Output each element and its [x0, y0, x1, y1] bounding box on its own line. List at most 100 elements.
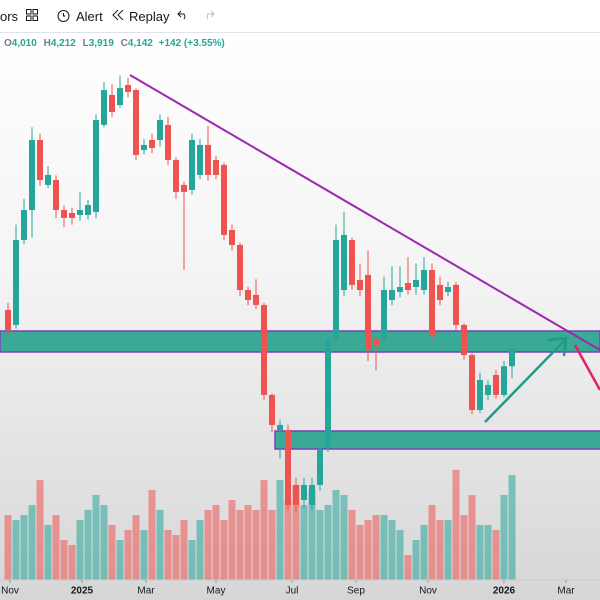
candle-body [461, 324, 467, 355]
volume-bar [60, 540, 68, 580]
volume-bar [284, 500, 292, 580]
candle-body [125, 84, 131, 92]
replay-icon[interactable] [112, 10, 124, 20]
volume-bar [372, 515, 380, 580]
candle-body [437, 284, 443, 300]
volume-bar [132, 515, 140, 580]
candle-body [509, 349, 515, 367]
ohlc-key: C [120, 38, 128, 49]
candle-body [213, 160, 219, 175]
x-tick-label: Nov [1, 586, 19, 597]
candle-body [429, 270, 435, 335]
candle-body [189, 140, 195, 190]
volume-bar [476, 525, 484, 580]
candle-body [165, 124, 171, 160]
volume-bar [452, 470, 460, 580]
ohlc-value: 3,919 [88, 38, 114, 49]
ohlc-key: O [4, 38, 12, 49]
volume-bar [436, 520, 444, 580]
volume-bar [116, 540, 124, 580]
volume-bar [196, 520, 204, 580]
candle-body [61, 210, 67, 218]
volume-bar [244, 505, 252, 580]
candle-body [357, 280, 363, 290]
volume-bar [444, 520, 452, 580]
volume-bar [356, 525, 364, 580]
candle-body [53, 180, 59, 210]
toolbar-item[interactable]: ors [0, 9, 19, 24]
candle-body [221, 164, 227, 235]
x-tick-label: May [207, 586, 226, 597]
candle-body [277, 424, 283, 430]
volume-bar [108, 525, 116, 580]
volume-bar [468, 495, 476, 580]
candle-body [93, 120, 99, 212]
ohlc-key: H [43, 38, 51, 49]
ohlc-legend: O4,010 H4,212 L3,919 C4,142 +142 (+3.55%… [4, 38, 225, 49]
volume-bar [204, 510, 212, 580]
redo-icon[interactable] [203, 10, 215, 20]
x-tick-label: Nov [419, 586, 437, 597]
ohlc-value: 4,010 [11, 38, 37, 49]
candle-body [205, 144, 211, 175]
arrow-head [547, 336, 568, 357]
candle-body [109, 94, 115, 112]
volume-bar [460, 515, 468, 580]
volume-bar [260, 480, 268, 580]
candle-body [149, 140, 155, 149]
toolbar-item[interactable]: Replay [129, 9, 170, 24]
volume-bar [308, 490, 316, 580]
volume-bar [428, 505, 436, 580]
volume-bar [508, 475, 516, 580]
candle-body [37, 140, 43, 180]
x-tick-label: Sep [347, 586, 365, 597]
volume-bar [52, 515, 60, 580]
candle-body [389, 290, 395, 300]
trend-line [129, 74, 600, 351]
volume-bar [4, 515, 12, 580]
volume-bar [44, 525, 52, 580]
candle-body [301, 484, 307, 500]
volume-bar [500, 495, 508, 580]
volume-bar [148, 490, 156, 580]
candle-body [77, 210, 83, 215]
volume-bar [172, 535, 180, 580]
candle-body [261, 304, 267, 395]
candle-body [69, 212, 75, 218]
candle-body [309, 484, 315, 505]
volume-bar [68, 545, 76, 580]
volume-bar [140, 530, 148, 580]
candle-body [453, 284, 459, 325]
x-tick-label: Mar [137, 586, 155, 597]
candle-body [349, 240, 355, 285]
undo-icon[interactable] [177, 10, 189, 20]
candle-body [317, 450, 323, 485]
volume-bar [188, 540, 196, 580]
candle-body [373, 340, 379, 345]
volume-bar [252, 510, 260, 580]
candle-body [141, 144, 147, 150]
volume-bar [236, 510, 244, 580]
volume-bar [388, 520, 396, 580]
volume-bar [220, 520, 228, 580]
layout-icon[interactable] [26, 9, 38, 21]
candle-body [253, 294, 259, 305]
volume-bar [300, 505, 308, 580]
candle-body [173, 160, 179, 192]
candle-body [381, 290, 387, 340]
volume-bar [292, 485, 300, 580]
toolbar-item[interactable]: Alert [76, 9, 103, 24]
x-tick-label: Mar [557, 586, 575, 597]
candle-body [469, 354, 475, 410]
alert-icon[interactable] [56, 8, 71, 23]
candle-body [197, 144, 203, 175]
volume-bar [404, 555, 412, 580]
candle-body [341, 234, 347, 290]
volume-bar [380, 515, 388, 580]
ohlc-key: L [82, 38, 89, 49]
candle-body [333, 240, 339, 340]
volume-bar [164, 530, 172, 580]
ohlc-value: 4,142 [127, 38, 153, 49]
